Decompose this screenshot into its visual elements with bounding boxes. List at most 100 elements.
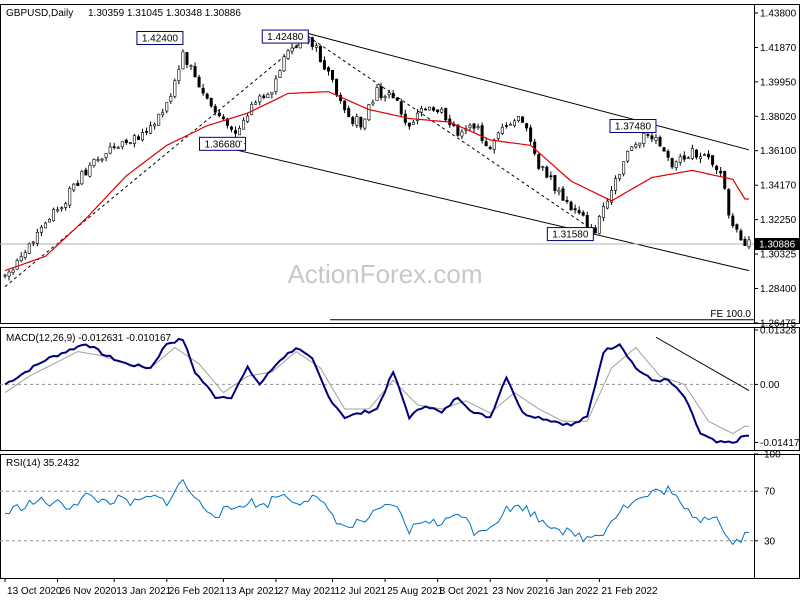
candle-body <box>157 113 161 126</box>
candle-body <box>282 56 286 72</box>
price-tick-label: 1.38020 <box>760 112 797 123</box>
candle-body <box>719 170 723 174</box>
candle-body <box>739 230 743 241</box>
candle-body <box>565 200 569 202</box>
panel-frame-rsi <box>0 454 800 579</box>
axes-group: 1.43800 1.41870 1.39950 1.38020 1.36100 1.341… <box>4 8 800 597</box>
candle-body <box>597 216 601 234</box>
candle-body <box>181 51 185 70</box>
candle-body <box>351 117 355 124</box>
candle-body <box>15 260 19 270</box>
candle-body <box>47 218 51 223</box>
macd-tick-label: 0.00 <box>760 380 780 391</box>
candle-body <box>731 215 735 227</box>
candle-body <box>108 146 112 154</box>
candle-body <box>64 203 68 208</box>
candle-body <box>573 208 577 211</box>
x-tick-label: 13 Apr 2021 <box>225 586 279 597</box>
candle-body <box>577 210 581 214</box>
candle-body <box>116 147 120 149</box>
candle-body <box>500 126 504 134</box>
candle-body <box>549 175 553 178</box>
moving-average-line <box>4 91 749 272</box>
panel-titles: GBPUSD,Daily 1.30359 1.31045 1.30348 1.3… <box>6 8 241 469</box>
rsi-tick-label: 70 <box>764 487 776 498</box>
x-tick-label: 21 Feb 2022 <box>601 586 658 597</box>
candle-body <box>185 52 189 65</box>
macd-trendline <box>655 336 750 391</box>
candle-body <box>674 161 678 168</box>
candle-body <box>723 171 727 189</box>
candle-body <box>642 132 646 144</box>
candle-body <box>76 182 80 186</box>
candle-body <box>161 112 165 116</box>
candle-body <box>242 119 246 130</box>
candle-body <box>7 271 11 277</box>
pivot-label-box <box>136 30 184 45</box>
candle-body <box>201 87 205 94</box>
candle-body <box>173 80 177 97</box>
candle-body <box>60 207 64 210</box>
candle-body <box>80 171 84 185</box>
candle-body <box>630 146 634 151</box>
macd-line <box>4 337 750 444</box>
price-tick-label: 1.32250 <box>760 215 797 226</box>
candle-body <box>504 125 508 127</box>
candle-body <box>246 115 250 122</box>
candle-body <box>35 232 39 244</box>
macd-tick-label: 0.01328 <box>760 325 797 336</box>
price-tick-label: 1.41870 <box>760 43 797 54</box>
candle-body <box>23 252 27 258</box>
candle-body <box>140 132 144 141</box>
candle-body <box>254 102 258 105</box>
candle-body <box>39 226 43 233</box>
x-tick-label: 23 Nov 2021 <box>492 586 549 597</box>
candle-body <box>43 222 47 229</box>
candle-body <box>610 190 614 203</box>
candle-body <box>343 100 347 111</box>
x-tick-label: 6 Jan 2022 <box>549 586 599 597</box>
candle-body <box>735 224 739 230</box>
candle-body <box>217 112 221 117</box>
price-tick-label: 1.39950 <box>760 77 797 88</box>
candle-body <box>233 130 237 134</box>
candle-body <box>411 121 415 125</box>
candle-body <box>626 150 630 162</box>
candle-body <box>407 122 411 127</box>
candle-body <box>614 178 618 191</box>
pivot-label-text: 1.37480 <box>615 122 652 133</box>
candle-body <box>747 239 751 248</box>
candle-body <box>436 109 440 113</box>
candle-body <box>646 134 650 136</box>
candle-body <box>68 187 72 206</box>
candle-body <box>88 164 92 177</box>
candle-body <box>472 123 476 129</box>
candle-body <box>557 189 561 193</box>
candle-body <box>266 94 270 98</box>
candle-body <box>72 183 76 191</box>
candle-body <box>743 238 747 246</box>
candle-body <box>250 103 254 115</box>
candle-body <box>561 188 565 201</box>
candle-body <box>363 118 367 129</box>
candle-body <box>658 136 662 147</box>
candle-body <box>278 70 282 78</box>
candle-body <box>84 169 88 176</box>
candle-body <box>727 189 731 216</box>
macd-tick-label: -0.014173 <box>760 438 800 449</box>
candle-body <box>11 269 15 273</box>
candle-body <box>715 165 719 171</box>
x-tick-label: 25 Aug 2021 <box>387 586 444 597</box>
candle-body <box>424 108 428 111</box>
candle-body <box>419 107 423 113</box>
candle-body <box>391 93 395 99</box>
candle-body <box>638 142 642 146</box>
candle-body <box>367 104 371 121</box>
pivot-label-text: 1.36680 <box>204 139 241 150</box>
candle-body <box>322 60 326 70</box>
candle-body <box>96 159 100 161</box>
dashed-trend-line-1 <box>307 36 596 232</box>
fe-level-label: FE 100.0 <box>710 309 751 320</box>
candle-body <box>270 91 274 95</box>
